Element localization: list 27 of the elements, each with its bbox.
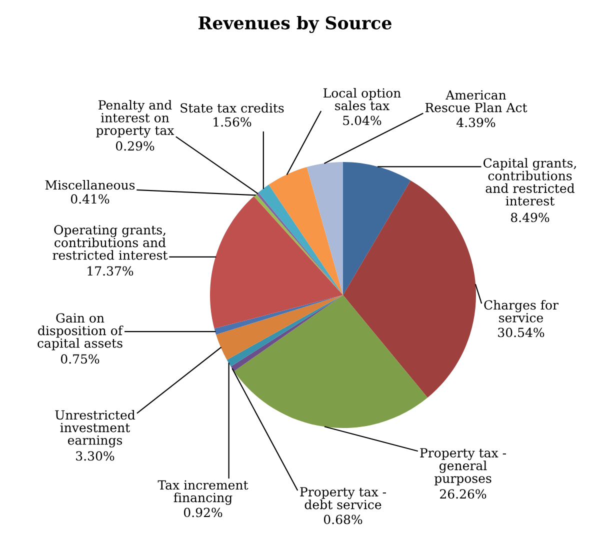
- data-label: 5.04%: [343, 116, 382, 126]
- data-label: 0.75%: [60, 354, 100, 364]
- data-label: 17.37%: [88, 266, 134, 276]
- data-label: 0.29%: [116, 141, 154, 151]
- slice-label: Charges for service: [484, 300, 558, 322]
- data-label: 0.68%: [324, 514, 362, 524]
- slice-label: Property tax - general purposes: [420, 448, 506, 486]
- slice-label: American Rescue Plan Act: [425, 90, 528, 112]
- slice-label: Local option sales tax: [324, 88, 401, 110]
- slice-label: Operating grants, contributions and restricted interest: [52, 225, 168, 260]
- slice-label: Tax increment financing: [158, 480, 248, 505]
- slice-label: Penalty and interest on property tax: [96, 100, 174, 138]
- data-label: 8.49%: [510, 212, 550, 222]
- data-label: 26.26%: [440, 489, 486, 499]
- slice-label: Unrestricted investment earnings: [55, 410, 136, 448]
- slice-label: Property tax - debt service: [300, 487, 386, 510]
- data-label: 4.39%: [456, 118, 496, 128]
- data-label: 3.30%: [76, 451, 114, 461]
- data-label: 0.41%: [70, 194, 110, 204]
- slice-label: Miscellaneous: [45, 180, 135, 190]
- data-label: 30.54%: [498, 328, 544, 338]
- chart-title: Revenues by Source: [198, 16, 392, 34]
- slice-label: Capital grants, contributions and restricted interest: [484, 158, 576, 206]
- data-label: 1.56%: [214, 117, 252, 127]
- slice-label: Gain on disposition of capital assets: [38, 313, 124, 350]
- slice-label: State tax credits: [180, 103, 284, 113]
- data-label: 0.92%: [184, 508, 222, 518]
